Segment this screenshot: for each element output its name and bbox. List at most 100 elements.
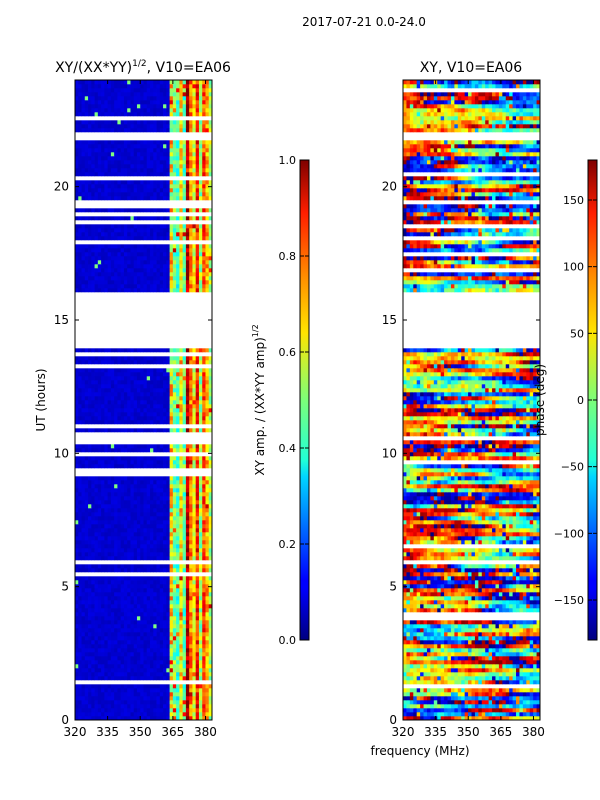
heatmap-cell [153, 188, 157, 193]
heatmap-cell [123, 672, 128, 677]
heatmap-cell [182, 184, 187, 189]
heatmap-cell [94, 192, 99, 197]
heatmap-cell [107, 508, 112, 513]
heatmap-cell [146, 520, 151, 525]
heatmap-cell [153, 148, 157, 153]
heatmap-cell [195, 512, 200, 517]
heatmap-cell [179, 548, 184, 553]
heatmap-cell [198, 588, 203, 593]
heatmap-cell [136, 524, 141, 529]
heatmap-cell [150, 152, 154, 157]
heatmap-cell [156, 456, 161, 461]
heatmap-cell [195, 376, 200, 381]
heatmap-cell [156, 580, 161, 585]
heatmap-cell [202, 556, 206, 561]
heatmap-cell [130, 616, 135, 621]
heatmap-cell [202, 444, 206, 449]
heatmap-cell [156, 396, 161, 401]
heatmap-cell [205, 624, 210, 629]
heatmap-cell [107, 496, 112, 501]
heatmap-cell [153, 112, 157, 117]
heatmap-cell [166, 252, 170, 257]
heatmap-cell [97, 404, 102, 409]
heatmap-cell [189, 648, 193, 653]
heatmap-cell [107, 700, 112, 705]
heatmap-cell [114, 620, 118, 625]
heatmap-cell [202, 448, 206, 453]
heatmap-cell [169, 644, 174, 649]
heatmap-cell [205, 484, 210, 489]
heatmap-cell [189, 532, 193, 537]
heatmap-cell [153, 648, 157, 653]
heatmap-cell [91, 692, 95, 697]
heatmap-cell [166, 708, 170, 713]
heatmap-cell [114, 500, 118, 505]
heatmap-cell [101, 360, 105, 365]
heatmap-cell [159, 148, 164, 153]
heatmap-cell [97, 716, 102, 720]
heatmap-cell [140, 216, 144, 221]
heatmap-cell [133, 112, 138, 117]
heatmap-cell [192, 460, 197, 465]
heatmap-cell [202, 280, 206, 285]
heatmap-cell [133, 248, 138, 253]
heatmap-cell [101, 120, 105, 125]
heatmap-cell [172, 568, 177, 573]
heatmap-cell [166, 372, 170, 377]
heatmap-cell [81, 248, 86, 253]
heatmap-cell [110, 516, 115, 521]
heatmap-cell [179, 488, 184, 493]
heatmap-cell [163, 120, 167, 125]
heatmap-cell [88, 568, 92, 573]
heatmap-cell [169, 712, 174, 717]
heatmap-cell [84, 168, 89, 173]
heatmap-cell [84, 584, 89, 589]
heatmap-cell [75, 520, 79, 525]
heatmap-cell [81, 488, 86, 493]
heatmap-cell [117, 276, 122, 281]
heatmap-cell [133, 660, 138, 665]
heatmap-cell [163, 360, 167, 365]
heatmap-cell [120, 264, 125, 269]
heatmap-cell [101, 488, 105, 493]
heatmap-cell [192, 232, 197, 237]
heatmap-cell [110, 144, 115, 149]
heatmap-cell [198, 448, 203, 453]
heatmap-cell [127, 608, 131, 613]
heatmap-cell [169, 516, 174, 521]
heatmap-cell [101, 216, 105, 221]
heatmap-cell [123, 584, 128, 589]
heatmap-cell [91, 528, 95, 533]
heatmap-cell [192, 552, 197, 557]
heatmap-cell [143, 380, 148, 385]
heatmap-cell [130, 476, 135, 481]
heatmap-cell [192, 448, 197, 453]
heatmap-cell [104, 580, 109, 585]
heatmap-cell [198, 280, 203, 285]
heatmap-cell [172, 564, 177, 569]
heatmap-cell [133, 540, 138, 545]
heatmap-cell [192, 216, 197, 221]
heatmap-cell [114, 164, 118, 169]
heatmap-cell [169, 660, 174, 665]
heatmap-cell [140, 228, 144, 233]
heatmap-cell [195, 528, 200, 533]
heatmap-cell [130, 704, 135, 709]
heatmap-cell [146, 636, 151, 641]
heatmap-cell [205, 392, 210, 397]
heatmap-cell [110, 660, 115, 665]
heatmap-cell [189, 372, 193, 377]
heatmap-cell [120, 236, 125, 241]
heatmap-cell [159, 180, 164, 185]
heatmap-cell [91, 700, 95, 705]
heatmap-cell [202, 492, 206, 497]
heatmap-cell [150, 704, 154, 709]
heatmap-cell [114, 224, 118, 229]
heatmap-cell [150, 584, 154, 589]
heatmap-cell [179, 512, 184, 517]
heatmap-cell [107, 232, 112, 237]
heatmap-cell [208, 168, 212, 173]
heatmap-cell [150, 616, 154, 621]
heatmap-cell [198, 636, 203, 641]
heatmap-cell [192, 464, 197, 469]
